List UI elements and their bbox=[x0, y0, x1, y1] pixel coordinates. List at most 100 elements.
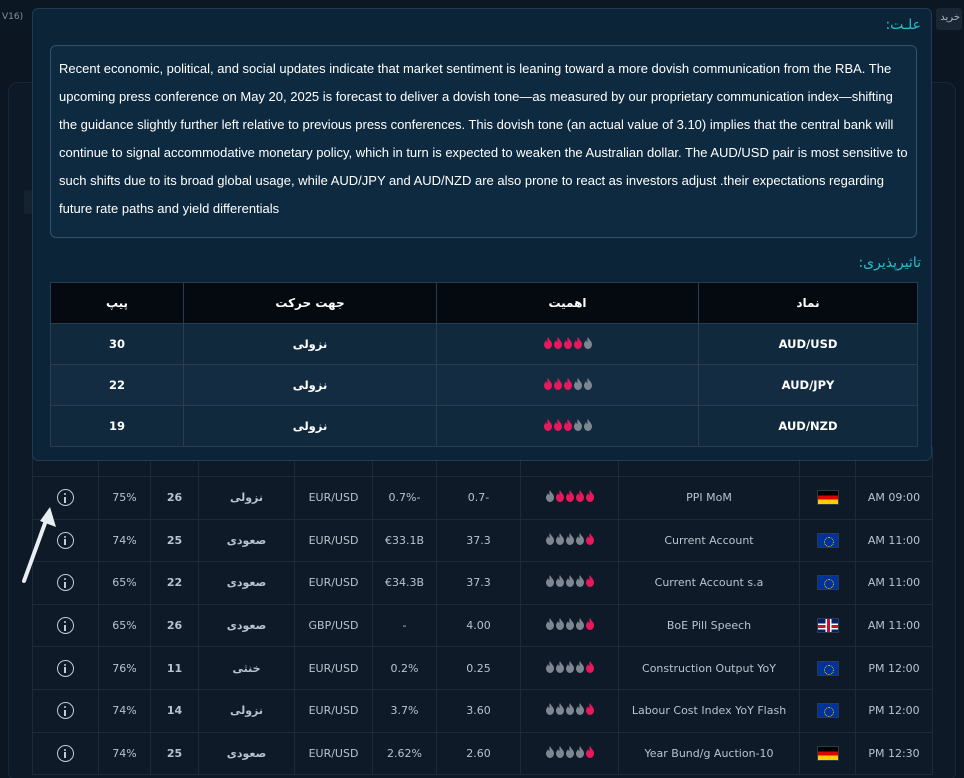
flame-icon bbox=[583, 418, 592, 431]
impact-title: تاثیرپذیری: bbox=[858, 255, 921, 271]
info-circle-icon[interactable] bbox=[57, 702, 74, 720]
importance bbox=[520, 688, 619, 733]
pair: EUR/USD bbox=[294, 518, 373, 563]
flame-icon bbox=[553, 336, 562, 349]
event-name: Current Account s.a bbox=[618, 561, 800, 605]
event-time: AM 11:00 bbox=[855, 561, 933, 605]
importance-flames bbox=[545, 618, 594, 631]
table-row[interactable]: 76% 11 خنثی EUR/USD 0.2% 0.25 Construction Out… bbox=[32, 646, 933, 690]
pip-value: 26 bbox=[150, 476, 199, 520]
flame-icon bbox=[573, 418, 582, 431]
flame-icon bbox=[545, 745, 554, 758]
flame-icon bbox=[545, 703, 554, 716]
flame-icon bbox=[575, 703, 584, 716]
flame-icon bbox=[585, 575, 594, 588]
flag-eu-icon bbox=[816, 703, 839, 719]
col-pip: پیپ bbox=[50, 282, 184, 324]
flame-icon bbox=[545, 532, 554, 545]
importance bbox=[520, 518, 619, 563]
pip-value: 11 bbox=[150, 646, 199, 690]
probability: 65% bbox=[98, 561, 151, 605]
flame-icon bbox=[553, 418, 562, 431]
flag-eu-icon bbox=[816, 660, 839, 676]
info-circle-icon[interactable] bbox=[57, 744, 74, 762]
country-flag bbox=[799, 476, 856, 520]
pip-value: 25 bbox=[150, 731, 199, 776]
importance bbox=[520, 646, 619, 690]
buy-button[interactable]: خرید bbox=[936, 8, 962, 30]
forecast-value: 37.3 bbox=[436, 518, 521, 563]
flame-icon bbox=[555, 660, 564, 673]
event-name: BoE Pill Speech bbox=[618, 603, 800, 648]
forecast-value: 0.7- bbox=[436, 476, 521, 520]
importance-flames bbox=[543, 418, 592, 431]
version-label: V16) bbox=[2, 12, 24, 22]
country-flag bbox=[799, 646, 856, 690]
probability: 74% bbox=[98, 688, 151, 733]
flame-icon bbox=[575, 618, 584, 631]
table-row[interactable]: 74% 25 صعودی EUR/USD €33.1B 37.3 Current Accou… bbox=[32, 518, 933, 563]
flame-icon bbox=[563, 336, 572, 349]
event-name: Construction Output YoY bbox=[618, 646, 800, 690]
country-flag bbox=[799, 518, 856, 563]
table-row[interactable]: 75% 26 نزولی EUR/USD 0.7%- 0.7- PPI MoM AM 09:0… bbox=[32, 476, 933, 520]
col-importance: اهمیت bbox=[436, 282, 699, 324]
impact-direction: نزولی bbox=[183, 405, 437, 447]
flame-icon bbox=[575, 745, 584, 758]
impact-row: 30 نزولی AUD/USD bbox=[50, 323, 918, 365]
flame-icon bbox=[585, 703, 594, 716]
flame-icon bbox=[555, 532, 564, 545]
importance-flames bbox=[543, 336, 592, 349]
flame-icon bbox=[585, 532, 594, 545]
forecast-value: 4.00 bbox=[436, 603, 521, 648]
col-direction: جهت حرکت bbox=[183, 282, 437, 324]
direction: صعودی bbox=[198, 518, 295, 563]
pointer-arrow-icon bbox=[22, 507, 56, 583]
flame-icon bbox=[573, 377, 582, 390]
events-table: 75% 26 نزولی EUR/USD 0.7%- 0.7- PPI MoM AM 09:0… bbox=[32, 446, 933, 776]
pip-value: 26 bbox=[150, 603, 199, 648]
direction: صعودی bbox=[198, 561, 295, 605]
info-circle-icon[interactable] bbox=[57, 489, 74, 507]
probability: 74% bbox=[98, 518, 151, 563]
event-name: Labour Cost Index YoY Flash bbox=[618, 688, 800, 733]
table-row[interactable]: 65% 22 صعودی EUR/USD €34.3B 37.3 Current Accou… bbox=[32, 561, 933, 605]
direction: صعودی bbox=[198, 603, 295, 648]
table-row[interactable]: 74% 25 صعودی EUR/USD 2.62% 2.60 Year Bund/g Au… bbox=[32, 731, 933, 776]
info-circle-icon[interactable] bbox=[57, 574, 74, 592]
analysis-modal: علـت: Recent economic, political, and so… bbox=[32, 8, 932, 461]
forecast-value: 3.60 bbox=[436, 688, 521, 733]
flame-icon bbox=[563, 418, 572, 431]
table-row[interactable]: 74% 14 نزولی EUR/USD 3.7% 3.60 Labour Cost Ind… bbox=[32, 688, 933, 733]
impact-row: 19 نزولی AUD/NZD bbox=[50, 405, 918, 447]
info-circle-icon[interactable] bbox=[57, 531, 74, 549]
flame-icon bbox=[575, 532, 584, 545]
flame-icon bbox=[565, 490, 574, 503]
side-handle[interactable] bbox=[24, 190, 32, 214]
importance-flames bbox=[545, 532, 594, 545]
importance-flames bbox=[545, 490, 594, 503]
country-flag bbox=[799, 561, 856, 605]
direction: خنثی bbox=[198, 646, 295, 690]
info-circle-icon[interactable] bbox=[57, 617, 74, 635]
actual-value: €34.3B bbox=[372, 561, 437, 605]
impact-symbol: AUD/JPY bbox=[698, 364, 918, 406]
importance bbox=[520, 603, 619, 648]
actual-value: 2.62% bbox=[372, 731, 437, 776]
direction: صعودی bbox=[198, 731, 295, 776]
table-row[interactable]: 65% 26 صعودی GBP/USD -4.00 BoE Pill Speech AM … bbox=[32, 603, 933, 648]
impact-symbol: AUD/NZD bbox=[698, 405, 918, 447]
flame-icon bbox=[575, 660, 584, 673]
country-flag bbox=[799, 731, 856, 776]
event-time: AM 09:00 bbox=[855, 476, 933, 520]
impact-importance bbox=[436, 323, 699, 365]
pair: EUR/USD bbox=[294, 688, 373, 733]
probability: 76% bbox=[98, 646, 151, 690]
flame-icon bbox=[543, 377, 552, 390]
flag-eu-icon bbox=[816, 532, 839, 548]
flame-icon bbox=[585, 660, 594, 673]
impact-pip: 30 bbox=[50, 323, 184, 365]
impact-symbol: AUD/USD bbox=[698, 323, 918, 365]
info-circle-icon[interactable] bbox=[57, 659, 74, 677]
forecast-value: 37.3 bbox=[436, 561, 521, 605]
